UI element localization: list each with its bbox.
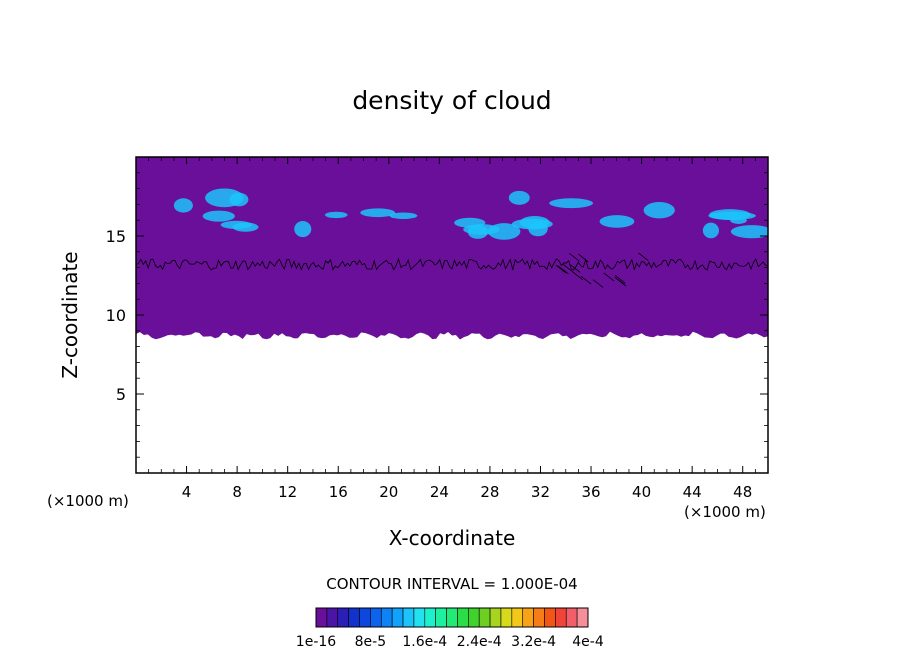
- bright-patch: [643, 202, 675, 219]
- contour-squiggle: [592, 279, 604, 288]
- bright-patch: [294, 221, 312, 238]
- colorbar-swatch: [402, 607, 415, 628]
- contour-squiggle: [572, 271, 584, 281]
- bright-patch: [487, 223, 521, 240]
- colorbar-swatch: [565, 607, 578, 628]
- x-tick-label: 36: [581, 483, 600, 501]
- colorbar-swatch: [315, 607, 328, 628]
- bright-patch: [709, 209, 751, 221]
- colorbar-swatch: [435, 607, 447, 628]
- bright-patch: [205, 188, 244, 208]
- bright-patch: [599, 215, 635, 228]
- colorbar-tick-label: 1.6e-4: [402, 634, 448, 650]
- colorbar-swatch: [326, 607, 339, 628]
- contour-squiggle: [580, 275, 592, 285]
- colorbar-swatch: [544, 607, 556, 628]
- bright-patch: [730, 225, 768, 239]
- colorbar-tick-label: 1e-16: [295, 634, 337, 650]
- colorbar-swatch: [337, 607, 349, 628]
- bright-patch: [467, 224, 488, 239]
- bright-patch: [173, 198, 193, 213]
- heatmap-field: [136, 157, 768, 340]
- contour-squiggle: [569, 252, 580, 262]
- contour-squiggle: [638, 252, 649, 261]
- contour-squiggle: [562, 264, 574, 273]
- y-axis-unit: (×1000 m): [47, 492, 129, 510]
- colorbar-swatch: [468, 607, 480, 628]
- contour-line: [136, 257, 768, 271]
- x-tick-label: 16: [329, 483, 348, 501]
- contour-interval-label: CONTOUR INTERVAL = 1.000E-04: [326, 575, 578, 593]
- contour-squiggle: [558, 265, 569, 275]
- colorbar-swatch: [555, 607, 567, 628]
- y-tick-label: 15: [106, 227, 126, 246]
- colorbar-swatch: [457, 607, 469, 628]
- colorbar-swatch: [413, 607, 426, 628]
- bright-patch: [389, 212, 418, 220]
- contour-squiggle: [569, 264, 581, 273]
- colorbar-swatch: [424, 607, 436, 628]
- contour-squiggle: [614, 275, 626, 284]
- contour-squiggle: [555, 264, 567, 274]
- x-tick-label: 32: [531, 483, 550, 501]
- bright-patch: [702, 222, 719, 239]
- colorbar-swatch: [511, 607, 524, 628]
- x-tick-label: 24: [430, 483, 449, 501]
- x-tick-label: 8: [232, 483, 242, 501]
- y-tick-label: 10: [106, 306, 126, 325]
- bright-patch: [202, 210, 235, 222]
- bright-patch: [220, 220, 252, 229]
- colorbar-tick-label: 2.4e-4: [456, 634, 502, 650]
- x-tick-label: 44: [683, 483, 702, 501]
- bright-patch: [549, 198, 594, 209]
- colorbar-swatch: [576, 607, 589, 628]
- bright-patch: [360, 208, 396, 218]
- y-axis-label: Z-coordinate: [58, 251, 82, 379]
- colorbar-swatch: [533, 607, 545, 628]
- contour-squiggle: [603, 272, 615, 282]
- x-tick-label: 4: [182, 483, 192, 501]
- colorbar-tick-label: 4e-4: [572, 634, 604, 650]
- colorbar-swatch: [391, 607, 404, 628]
- x-tick-label: 12: [278, 483, 297, 501]
- colorbar-swatch: [500, 607, 513, 628]
- contour-squiggle: [615, 277, 627, 287]
- bright-patch: [324, 211, 348, 219]
- chart-title: density of cloud: [352, 86, 552, 115]
- colorbar-swatch: [446, 607, 458, 628]
- colorbar-swatch: [370, 607, 382, 628]
- y-tick-label: 5: [116, 385, 126, 404]
- x-tick-label: 28: [480, 483, 499, 501]
- cloud-band-7: [136, 157, 768, 340]
- colorbar-swatch: [348, 607, 360, 628]
- x-axis-unit: (×1000 m): [684, 503, 766, 521]
- contour-squiggle: [578, 253, 589, 263]
- x-tick-label: 40: [632, 483, 651, 501]
- x-tick-label: 48: [733, 483, 752, 501]
- bright-patch: [511, 218, 553, 230]
- colorbar-frame: [315, 607, 589, 628]
- x-tick-label: 20: [379, 483, 398, 501]
- colorbar-swatch: [522, 607, 534, 628]
- bright-patch: [508, 190, 530, 205]
- x-axis-label: X-coordinate: [388, 526, 516, 550]
- colorbar-tick-label: 3.2e-4: [511, 634, 557, 650]
- colorbar-swatch: [359, 607, 371, 628]
- colorbar-swatch: [489, 607, 502, 628]
- colorbar-swatch: [478, 607, 491, 628]
- colorbar-tick-label: 8e-5: [354, 634, 387, 650]
- colorbar-swatch: [380, 607, 393, 628]
